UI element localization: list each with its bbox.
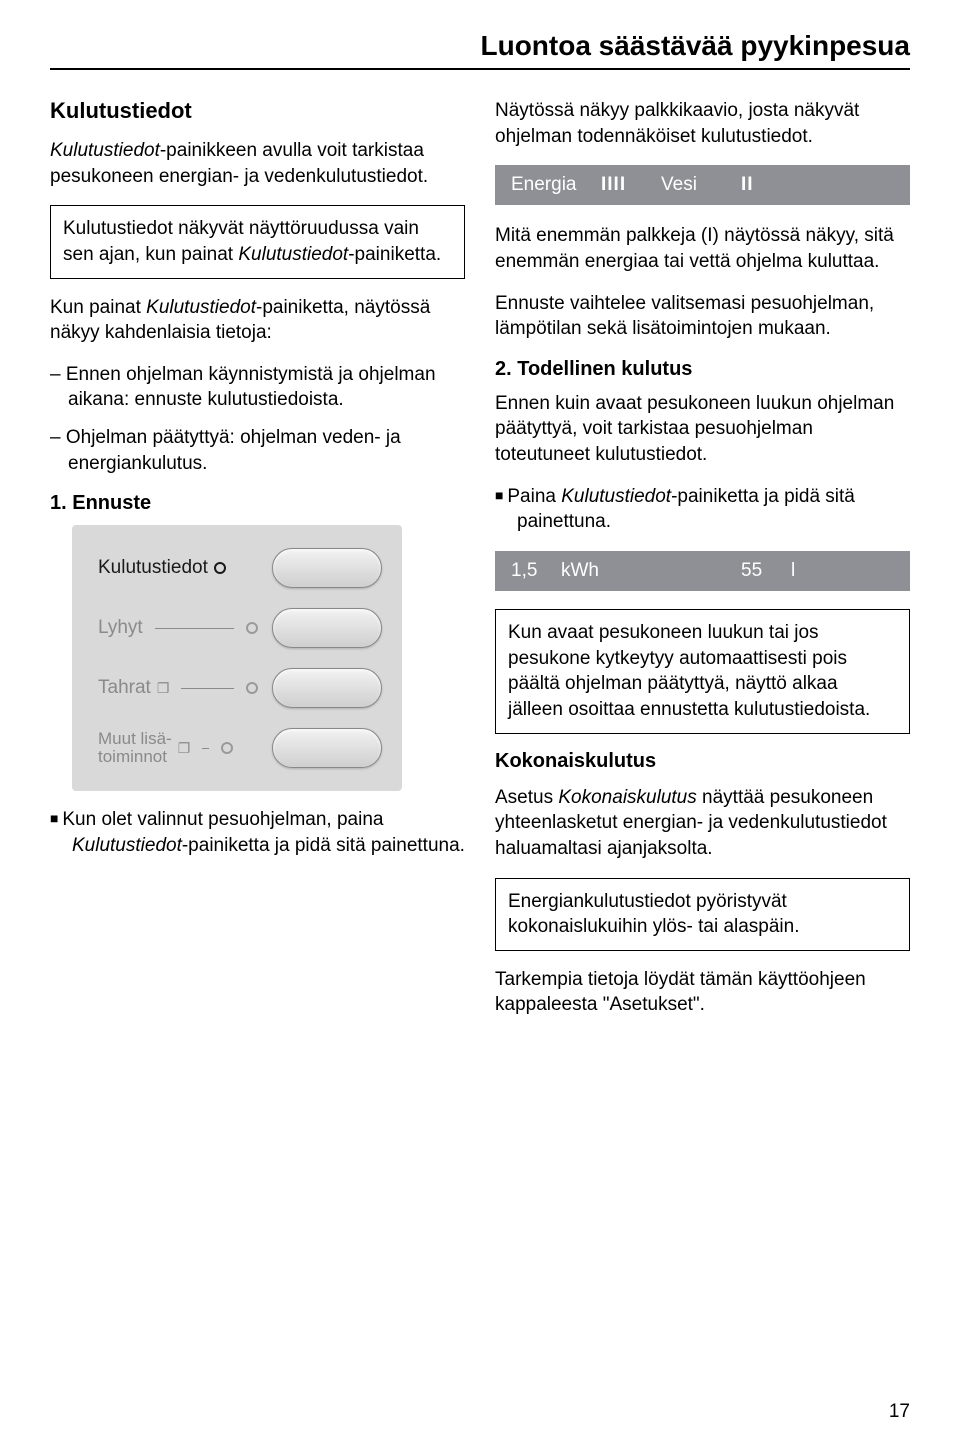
intro-paragraph: Kulutustiedot-painikkeen avulla voit tar… <box>50 138 465 189</box>
connector-line <box>155 628 234 629</box>
sq1-b: -painiketta ja pidä sitä painettuna. <box>182 835 465 856</box>
connector-line <box>202 748 208 749</box>
panel-label-group: Muut lisä-toiminnot ❐ <box>98 730 258 767</box>
panel-label-group: Lyhyt <box>98 617 258 639</box>
rsq1-a: Paina <box>507 486 561 507</box>
panel-row-lyhyt: Lyhyt <box>98 603 382 653</box>
panel-label: Muut lisä-toiminnot <box>98 730 172 767</box>
square-list-right: Paina Kulutustiedot-painiketta ja pidä s… <box>495 484 910 535</box>
panel-label-group: Tahrat ❐ <box>98 677 258 699</box>
display-val1: 1,5 <box>511 560 561 582</box>
display-val2: 55 <box>741 560 791 582</box>
info1-b: -painiketta. <box>348 244 441 265</box>
intro-italic: Kulutustiedot <box>50 140 160 161</box>
dash-list: Ennen ohjelman käynnistymistä ja ohjelma… <box>50 362 465 477</box>
led-icon <box>214 562 226 574</box>
sq1-italic: Kulutustiedot <box>72 835 182 856</box>
list-item: Ohjelman päätyttyä: ohjelman veden- ja e… <box>50 425 465 476</box>
display-bar-energy-water: Energia IIII Vesi II <box>495 165 910 205</box>
panel-label: Kulutustiedot <box>98 557 208 579</box>
p5-a: Asetus <box>495 787 558 808</box>
lyhyt-button[interactable] <box>272 608 382 648</box>
muut-button[interactable] <box>272 728 382 768</box>
connector-line <box>181 688 234 689</box>
page-number: 17 <box>889 1401 910 1423</box>
p5-italic: Kokonaiskulutus <box>558 787 696 808</box>
list-item: Ennen ohjelman käynnistymistä ja ohjelma… <box>50 362 465 413</box>
panel-row-muut: Muut lisä-toiminnot ❐ <box>98 723 382 773</box>
square-list-left: Kun olet valinnut pesuohjelman, paina Ku… <box>50 807 465 858</box>
info1-italic: Kulutustiedot <box>238 244 348 265</box>
right-para3: Ennuste vaihtelee valitsemasi pesuohjelm… <box>495 291 910 342</box>
info-box-3: Energiankulutustiedot pyöristyvät kokona… <box>495 878 910 951</box>
display-unit2: l <box>791 560 795 582</box>
display-bars-energy: IIII <box>601 174 661 196</box>
list-item: Paina Kulutustiedot-painiketta ja pidä s… <box>495 484 910 535</box>
panel-label: Tahrat <box>98 677 151 699</box>
led-icon <box>246 682 258 694</box>
right-para1: Näytössä näkyy palkkikaavio, josta näkyv… <box>495 98 910 149</box>
panel-label: Lyhyt <box>98 617 143 639</box>
para2-a: Kun painat <box>50 297 146 318</box>
rsq1-italic: Kulutustiedot <box>561 486 671 507</box>
right-para4: Ennen kuin avaat pesukoneen luukun ohjel… <box>495 391 910 468</box>
display-label-water: Vesi <box>661 174 741 196</box>
panel-row-tahrat: Tahrat ❐ <box>98 663 382 713</box>
subheading-ennuste: 1. Ennuste <box>50 492 465 515</box>
display-label-energy: Energia <box>511 174 601 196</box>
subheading-todellinen: 2. Todellinen kulutus <box>495 358 910 381</box>
right-column: Näytössä näkyy palkkikaavio, josta näkyv… <box>495 98 910 1034</box>
stack-icon: ❐ <box>157 680 170 697</box>
display-unit1: kWh <box>561 560 741 582</box>
right-para6: Tarkempia tietoja löydät tämän käyttöohj… <box>495 967 910 1018</box>
display-bars-water: II <box>741 174 754 196</box>
two-column-layout: Kulutustiedot Kulutustiedot-painikkeen a… <box>50 98 910 1034</box>
led-icon <box>246 622 258 634</box>
right-para5: Asetus Kokonaiskulutus näyttää pesukonee… <box>495 785 910 862</box>
button-panel: Kulutustiedot Lyhyt Tahrat ❐ <box>72 525 402 791</box>
para2-italic: Kulutustiedot <box>146 297 256 318</box>
sq1-a: Kun olet valinnut pesuohjelman, paina <box>62 809 383 830</box>
info-box-1: Kulutustiedot näkyvät näyttöruudussa vai… <box>50 205 465 278</box>
tahrat-button[interactable] <box>272 668 382 708</box>
section-heading-kulutustiedot: Kulutustiedot <box>50 98 465 124</box>
panel-label-group: Kulutustiedot <box>98 557 226 579</box>
right-para2: Mitä enemmän palkkeja (I) näytössä näkyy… <box>495 223 910 274</box>
stack-icon: ❐ <box>178 740 191 757</box>
panel-row-kulutustiedot: Kulutustiedot <box>98 543 382 593</box>
kulutustiedot-button[interactable] <box>272 548 382 588</box>
heading-kokonaiskulutus: Kokonaiskulutus <box>495 750 910 773</box>
display-bar-kwh: 1,5 kWh 55 l <box>495 551 910 591</box>
led-icon <box>221 742 233 754</box>
info-box-2: Kun avaat pesukoneen luukun tai jos pesu… <box>495 609 910 734</box>
page-title: Luontoa säästävää pyykinpesua <box>50 30 910 70</box>
para2: Kun painat Kulutustiedot-painiketta, näy… <box>50 295 465 346</box>
left-column: Kulutustiedot Kulutustiedot-painikkeen a… <box>50 98 465 1034</box>
list-item: Kun olet valinnut pesuohjelman, paina Ku… <box>50 807 465 858</box>
